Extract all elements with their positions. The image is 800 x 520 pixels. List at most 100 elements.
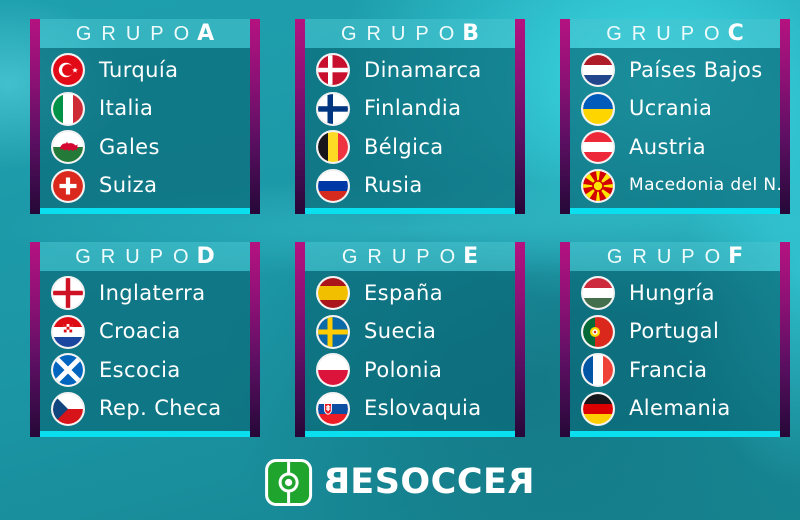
group-e-header: GRUPO E (305, 242, 515, 271)
panel-bottom-accent (40, 208, 250, 214)
hungary-flag-icon (581, 276, 615, 311)
team-name: España (364, 280, 443, 305)
group-letter: A (197, 20, 215, 46)
team-name: Alemania (629, 396, 731, 421)
group-letter: D (196, 243, 215, 269)
team-row: Escocia (51, 351, 250, 389)
team-name: Dinamarca (364, 57, 482, 82)
team-name: Croacia (99, 319, 181, 344)
team-row: Rep. Checa (51, 390, 250, 428)
team-row: Ucrania (581, 90, 780, 128)
group-a-header: GRUPO A (40, 19, 250, 48)
team-row: Dinamarca (316, 51, 515, 89)
group-label: GRUPO (340, 22, 465, 45)
team-row: Rusia (316, 167, 515, 205)
switzerland-flag-icon (51, 168, 85, 203)
wordmark-middle: ESOCCE (350, 462, 508, 502)
spain-flag-icon (316, 276, 350, 311)
group-a-team-list: Turquía Italia Gales Suiza (40, 48, 250, 208)
group-letter: E (463, 243, 479, 269)
group-label: GRUPO (606, 22, 730, 45)
team-name: Escocia (99, 357, 181, 382)
wales-flag-icon (51, 130, 85, 165)
north-macedonia-flag-icon (581, 168, 615, 203)
panel-bottom-accent (570, 208, 780, 214)
group-panel-a: GRUPO A Turquía Italia Gales Su (30, 19, 260, 214)
russia-flag-icon (316, 168, 350, 203)
team-row: España (316, 274, 515, 312)
panel-bottom-accent (305, 208, 515, 214)
group-d-team-list: Inglaterra Croacia Escocia Rep. Checa (40, 271, 250, 431)
group-label: GRUPO (75, 245, 199, 268)
team-name: Polonia (364, 357, 443, 382)
group-letter: B (462, 20, 480, 46)
team-name: Gales (99, 134, 160, 159)
france-flag-icon (581, 353, 615, 388)
group-label: GRUPO (606, 245, 731, 268)
team-name: Italia (99, 96, 154, 121)
team-name: Turquía (99, 57, 179, 82)
group-d-header: GRUPO D (40, 242, 250, 271)
team-row: Países Bajos (581, 51, 780, 89)
team-row: Finlandia (316, 90, 515, 128)
team-name: Rep. Checa (99, 396, 222, 421)
group-letter: C (727, 20, 744, 46)
team-row: Suiza (51, 167, 250, 205)
team-row: Turquía (51, 51, 250, 89)
team-name: Suecia (364, 319, 437, 344)
panel-bottom-accent (305, 431, 515, 437)
group-c-team-list: Países Bajos Ucrania Austria Macedonia d… (570, 48, 782, 208)
group-label: GRUPO (341, 245, 466, 268)
football-field-icon (265, 459, 313, 506)
wordmark-last-letter-mirrored: R (507, 462, 535, 502)
netherlands-flag-icon (581, 53, 615, 88)
group-label: GRUPO (75, 22, 200, 45)
team-row: Croacia (51, 313, 250, 351)
scotland-flag-icon (51, 353, 85, 388)
group-panel-d: GRUPO D Inglaterra Croacia Escocia (30, 242, 260, 437)
denmark-flag-icon (316, 53, 350, 88)
team-row: Bélgica (316, 128, 515, 166)
team-name: Países Bajos (629, 57, 763, 82)
team-row: Eslovaquia (316, 390, 515, 428)
group-panel-b: GRUPO B Dinamarca Finlandia Bélgica (295, 19, 525, 214)
wordmark-first-letter-mirrored: B (323, 462, 351, 502)
team-row: Austria (581, 128, 780, 166)
besoccer-wordmark: B ESOCCE R (323, 462, 535, 502)
team-row: Hungría (581, 274, 780, 312)
team-name: Finlandia (364, 96, 462, 121)
finland-flag-icon (316, 91, 350, 126)
slovakia-flag-icon (316, 391, 350, 426)
czech-republic-flag-icon (51, 391, 85, 426)
group-e-team-list: España Suecia Polonia Eslovaquia (305, 271, 515, 431)
team-name: Hungría (629, 280, 715, 305)
team-name: Ucrania (629, 96, 713, 121)
team-row: Portugal (581, 313, 780, 351)
group-b-team-list: Dinamarca Finlandia Bélgica Rusia (305, 48, 515, 208)
team-name: Portugal (629, 319, 720, 344)
germany-flag-icon (581, 391, 615, 426)
group-c-header: GRUPO C (570, 19, 780, 48)
group-panel-f: GRUPO F Hungría Portugal Francia (560, 242, 790, 437)
panel-bottom-accent (570, 431, 780, 437)
team-name: Bélgica (364, 134, 444, 159)
group-f-header: GRUPO F (570, 242, 780, 271)
panel-bottom-accent (40, 431, 250, 437)
team-row: Polonia (316, 351, 515, 389)
team-row: Gales (51, 128, 250, 166)
team-name: Eslovaquia (364, 396, 482, 421)
team-row: Suecia (316, 313, 515, 351)
group-letter: F (728, 243, 744, 269)
team-name: Rusia (364, 173, 423, 198)
team-name: Austria (629, 134, 706, 159)
ukraine-flag-icon (581, 91, 615, 126)
besoccer-logo: B ESOCCE R (265, 459, 535, 506)
turkey-flag-icon (51, 53, 85, 88)
sweden-flag-icon (316, 314, 350, 349)
team-row: Macedonia del N. (581, 167, 782, 205)
group-f-team-list: Hungría Portugal Francia Alemania (570, 271, 780, 431)
austria-flag-icon (581, 130, 615, 165)
team-row: Francia (581, 351, 780, 389)
team-name: Suiza (99, 173, 158, 198)
